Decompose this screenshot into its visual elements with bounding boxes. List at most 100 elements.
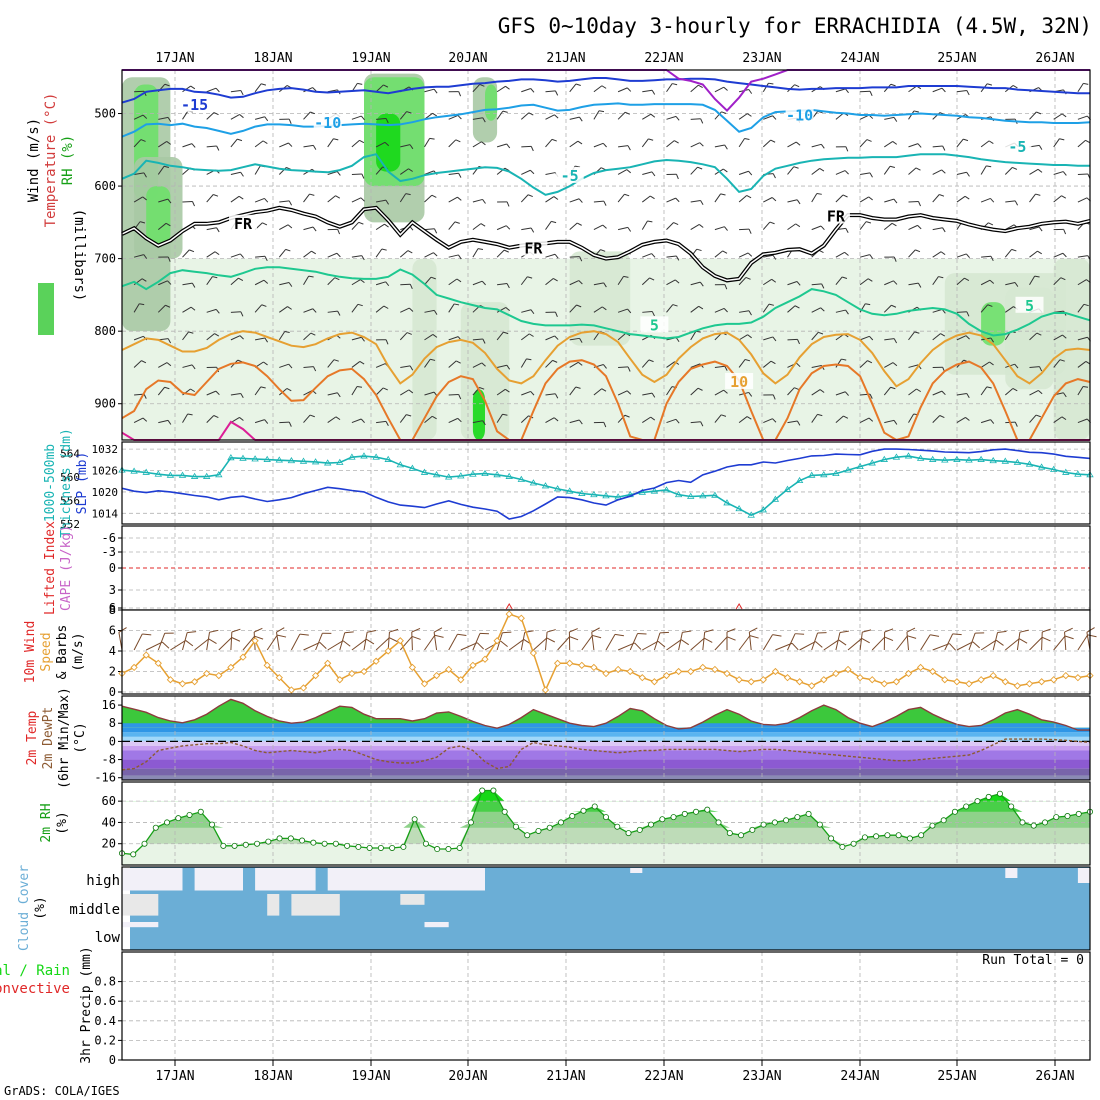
- wind-barb-flag: [624, 111, 630, 115]
- wind-barb: [303, 275, 310, 286]
- rh-frame: [121, 781, 1091, 866]
- wind-barb: [424, 194, 433, 203]
- wind-barb-10m-flag: [277, 634, 287, 638]
- wind-barb: [303, 308, 314, 313]
- rh-point: [254, 840, 261, 847]
- wind-barb: [424, 358, 431, 368]
- wind-barb: [980, 304, 989, 313]
- rh-point: [850, 840, 857, 847]
- wind-barb-flag: [893, 420, 898, 425]
- wind-barb: [472, 280, 483, 286]
- wind-speed-point: [1062, 671, 1070, 680]
- wind-barb: [1005, 306, 1014, 313]
- wind-barb-10m: [617, 642, 635, 651]
- wind-barb: [811, 414, 818, 423]
- wind-barb-flag: [263, 361, 268, 366]
- wind-barb-flag: [409, 144, 414, 150]
- wind-barb-flag: [505, 225, 511, 230]
- wind-barb-flag: [818, 249, 824, 253]
- wind-barb-flag: [890, 83, 896, 87]
- wind-barb-flag: [333, 359, 339, 362]
- wind-barb: [134, 90, 145, 93]
- wind-barb-10m: [315, 633, 323, 651]
- wind-barb-flag: [651, 311, 655, 317]
- rh-point: [130, 851, 137, 858]
- wind-barb-flag: [481, 362, 486, 367]
- wind-barb-10m: [642, 640, 659, 651]
- precip-tick-label: 0.4: [94, 1014, 116, 1028]
- rh-point: [873, 833, 880, 840]
- wind-barb: [448, 417, 458, 424]
- wind-speed-point: [904, 669, 913, 678]
- wind-barb-flag: [262, 222, 268, 226]
- wind-barb: [206, 145, 217, 148]
- wind-barb: [956, 335, 967, 341]
- wind-barb: [981, 255, 992, 258]
- contour-label: FR: [234, 215, 253, 233]
- wind-barb-flag: [577, 140, 583, 145]
- thickness-tick-label: 564: [60, 448, 80, 461]
- wind-barb-10m: [1041, 631, 1043, 651]
- rh-point: [467, 819, 474, 826]
- thickness-tick-label: 556: [60, 495, 80, 508]
- wind-barb: [375, 387, 384, 396]
- wind-barb: [255, 255, 266, 258]
- wind-barb: [279, 142, 289, 148]
- rh-shade-region: [412, 258, 437, 440]
- wind-barb-flag: [458, 394, 462, 400]
- wind-barb: [545, 278, 554, 286]
- rh-point: [760, 821, 767, 828]
- wind-barb-flag: [1037, 168, 1043, 173]
- wind-barb: [158, 419, 169, 424]
- wind-barb-10m-flag: [187, 631, 197, 634]
- wind-barb: [1077, 304, 1085, 313]
- wind-speed-point: [808, 682, 816, 690]
- wind-barb-flag: [312, 87, 317, 92]
- wind-speed-point: [977, 676, 985, 684]
- thickness-point: [481, 469, 489, 477]
- wind-barb-flag: [890, 386, 896, 390]
- wind-barb: [714, 365, 725, 368]
- wind-barb-flag: [187, 413, 193, 416]
- wind-speed-point: [408, 663, 417, 672]
- wind-barb: [642, 171, 653, 175]
- wind-barb-flag: [554, 393, 559, 399]
- wind-barb-10m: [1053, 635, 1066, 651]
- wind-barb-10m: [206, 632, 211, 651]
- wind-barb: [739, 228, 750, 231]
- precip-tick-label: 0.6: [94, 994, 116, 1008]
- wind-barb-flag: [164, 386, 170, 390]
- thickness-line: [121, 455, 1091, 517]
- wind-barb-flag: [432, 334, 438, 338]
- wind-barb: [206, 415, 215, 423]
- wind-barb-flag: [990, 419, 995, 424]
- rh-point: [209, 821, 216, 828]
- wind-barb-flag: [794, 84, 800, 88]
- wind-barb-flag: [770, 360, 776, 365]
- wind-barb-10m-flag: [749, 635, 759, 639]
- wind-barb: [497, 283, 508, 286]
- thickness-point: [541, 482, 550, 489]
- precip-tick-label: 0.8: [94, 975, 116, 989]
- thickness-point: [602, 492, 610, 499]
- thickness-point: [650, 487, 659, 494]
- upper-frame: [121, 69, 1091, 441]
- wind-barb-10m: [266, 634, 278, 651]
- wind-barb: [230, 277, 239, 286]
- wind-barb: [835, 251, 845, 258]
- wind-barb: [1004, 249, 1012, 258]
- wind-barb: [956, 253, 967, 258]
- wind-barb-flag: [409, 307, 414, 312]
- wind-barb-flag: [577, 361, 583, 366]
- rh-point: [546, 824, 553, 831]
- wind-barb: [400, 365, 411, 368]
- wind-barb: [520, 276, 528, 286]
- wind-barb-flag: [337, 310, 341, 316]
- rh-point: [299, 837, 306, 844]
- wind-barb-10m-flag: [772, 634, 782, 637]
- wind-barb: [327, 310, 338, 313]
- wind-barb-10m: [157, 633, 166, 651]
- wind-barb-flag: [627, 145, 631, 151]
- wind-barb: [327, 416, 337, 423]
